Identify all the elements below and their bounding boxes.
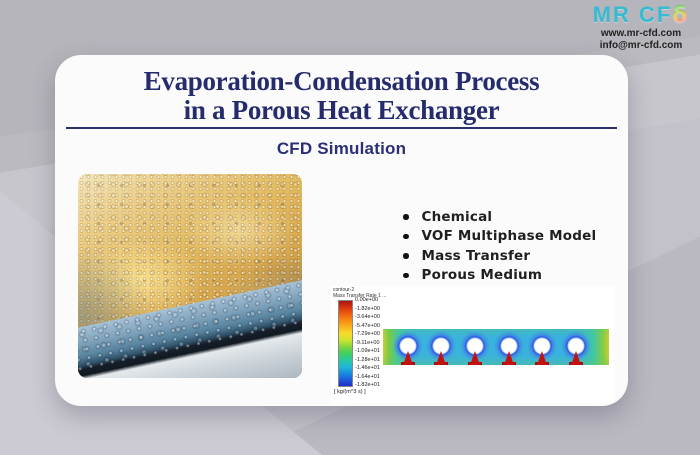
brand-block: MR CFδ www.mr-cfd.com info@mr-cfd.com (586, 3, 696, 52)
bullet-dot-icon (403, 272, 409, 278)
colorbar-tick-label: -5.47e+00 (355, 322, 380, 329)
colorbar-tick-label: -7.29e+00 (355, 331, 380, 337)
slide-subtitle: CFD Simulation (276, 139, 407, 158)
tube-unit (527, 329, 558, 365)
brand-d-swirl-icon: δ (672, 3, 690, 28)
colorbar-tick-label: -1.82e+01 (355, 382, 380, 388)
feature-item: Porous Medium (403, 266, 596, 286)
contour-domain (383, 329, 609, 365)
colorbar-tick-label: -3.64e+00 (355, 314, 380, 320)
colorbar-tick-label: -1.64e+01 (355, 373, 380, 380)
contour-variable: Mass Transfer Rate 1 ... (333, 293, 387, 299)
tube-wake (402, 351, 413, 365)
website-url: www.mr-cfd.com (600, 28, 682, 39)
feature-item: Mass Transfer (403, 246, 596, 266)
contour-colorbar (338, 300, 353, 387)
tube-unit (426, 329, 457, 365)
contour-header: contour-2 Mass Transfer Rate 1 ... (333, 287, 386, 299)
tube-unit (460, 329, 491, 365)
contour-colorbar-labels: 0.00e+00 -1.82e+00 -3.64e+00 -5.47e+00 -7.29… (355, 297, 380, 388)
tube-wake (571, 351, 582, 365)
title-line-2: in a Porous Heat Exchanger (183, 95, 500, 125)
tube-unit (392, 329, 423, 365)
colorbar-tick-label: 0.00e+00 (355, 297, 379, 303)
contour-unit: [ kg/(m^3 s) ] (334, 389, 366, 395)
feature-label: Chemical (421, 208, 493, 225)
feature-label: Mass Transfer (421, 247, 531, 264)
bullet-dot-icon (403, 233, 409, 239)
tube-unit (561, 329, 592, 365)
feature-item: Chemical (403, 207, 596, 227)
colorbar-tick-label: -9.11e+00 (355, 339, 380, 346)
bullet-dot-icon (403, 214, 409, 220)
title-divider (66, 127, 617, 129)
colorbar-tick-label: -1.28e+01 (355, 356, 380, 363)
bullet-dot-icon (403, 253, 409, 259)
tube-row (383, 329, 609, 365)
colorbar-tick-label: -1.46e+01 (355, 365, 380, 371)
condensation-photo (78, 174, 302, 378)
cfd-contour-figure: contour-2 Mass Transfer Rate 1 ... 0.00e… (331, 286, 614, 403)
email-address: info@mr-cfd.com (599, 40, 683, 51)
tube-wake (503, 351, 514, 365)
tube-wake (537, 351, 548, 365)
title-line-1: Evaporation-Condensation Process (143, 66, 540, 96)
slide-title: Evaporation-Condensation Process in a Po… (55, 67, 628, 125)
brand-logo: MR CFδ (586, 3, 696, 28)
tube-wake (470, 351, 481, 365)
feature-label: VOF Multiphase Model (421, 228, 597, 245)
brand-text: MR CF (592, 2, 673, 27)
feature-list: Chemical VOF Multiphase Model Mass Trans… (403, 207, 596, 285)
slide-card: Evaporation-Condensation Process in a Po… (55, 55, 628, 406)
tube-unit (493, 329, 524, 365)
feature-label: Porous Medium (421, 267, 543, 284)
contour-name: contour-2 (333, 287, 355, 293)
colorbar-tick-label: -1.82e+00 (355, 305, 380, 312)
colorbar-tick-label: -1.09e+01 (355, 348, 380, 354)
tube-wake (436, 351, 447, 365)
feature-item: VOF Multiphase Model (403, 227, 596, 247)
